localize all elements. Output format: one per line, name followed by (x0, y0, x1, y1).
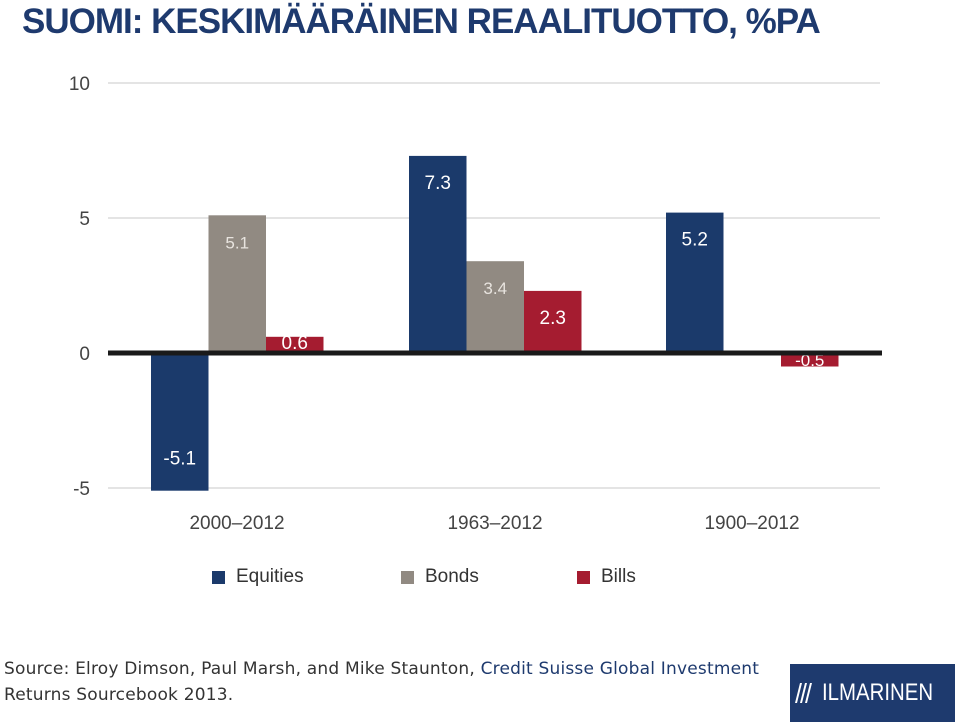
data-label: -0.5 (795, 351, 824, 370)
legend-item-bills: Bills (577, 566, 636, 588)
data-label: 5.1 (225, 233, 249, 252)
bar-bills (266, 336, 324, 353)
x-category-label: 2000–2012 (189, 513, 284, 534)
legend-swatch (401, 570, 414, 584)
legend-item-equities: Equities (212, 566, 304, 588)
y-tick-label: 5 (79, 209, 90, 230)
ilmarinen-logo-text: ILMARINEN (822, 679, 934, 706)
data-label: 7.3 (425, 173, 451, 194)
bar-equities (666, 212, 724, 353)
legend-swatch (577, 570, 590, 584)
legend-item-bonds: Bonds (401, 566, 479, 588)
chart-legend: Equities Bonds Bills (0, 566, 959, 592)
y-tick-label: 10 (69, 74, 90, 95)
source-publication-title: Credit Suisse Global Investment (480, 659, 760, 679)
source-prefix: Source: Elroy Dimson, Paul Marsh, and Mi… (4, 659, 481, 679)
ilmarinen-logo-mark-icon (795, 683, 813, 703)
y-tick-label: -5 (73, 479, 90, 500)
data-label: 0.6 (282, 333, 308, 354)
x-category-label: 1963–2012 (447, 513, 542, 534)
source-citation: Source: Elroy Dimson, Paul Marsh, and Mi… (4, 656, 794, 708)
legend-swatch (212, 570, 225, 584)
data-label: -5.1 (163, 449, 196, 470)
legend-label: Bills (601, 566, 636, 587)
bar-equities (151, 353, 209, 491)
bar-equities (409, 155, 467, 353)
data-label: 5.2 (682, 230, 708, 251)
data-label: 3.4 (483, 279, 507, 298)
legend-label: Equities (236, 566, 304, 587)
bar-chart: 10 5 0 -5 -5.1 7.3 5.2 5.1 3.4 0.6 2.3 -0.5 2000–201… (69, 74, 882, 534)
bar-bonds (466, 261, 524, 353)
y-tick-label: 0 (79, 344, 90, 365)
data-label: 2.3 (540, 308, 566, 329)
page-title: SUOMI: KESKIMÄÄRÄINEN REAALITUOTTO, %PA (22, 2, 821, 41)
ilmarinen-logo: ILMARINEN (790, 664, 955, 722)
bar-bills (781, 353, 839, 367)
x-category-label: 1900–2012 (704, 513, 799, 534)
bar-bonds (208, 215, 266, 353)
bar-bills (524, 290, 582, 353)
legend-label: Bonds (425, 566, 479, 587)
source-line-2: Returns Sourcebook 2013. (4, 685, 234, 705)
